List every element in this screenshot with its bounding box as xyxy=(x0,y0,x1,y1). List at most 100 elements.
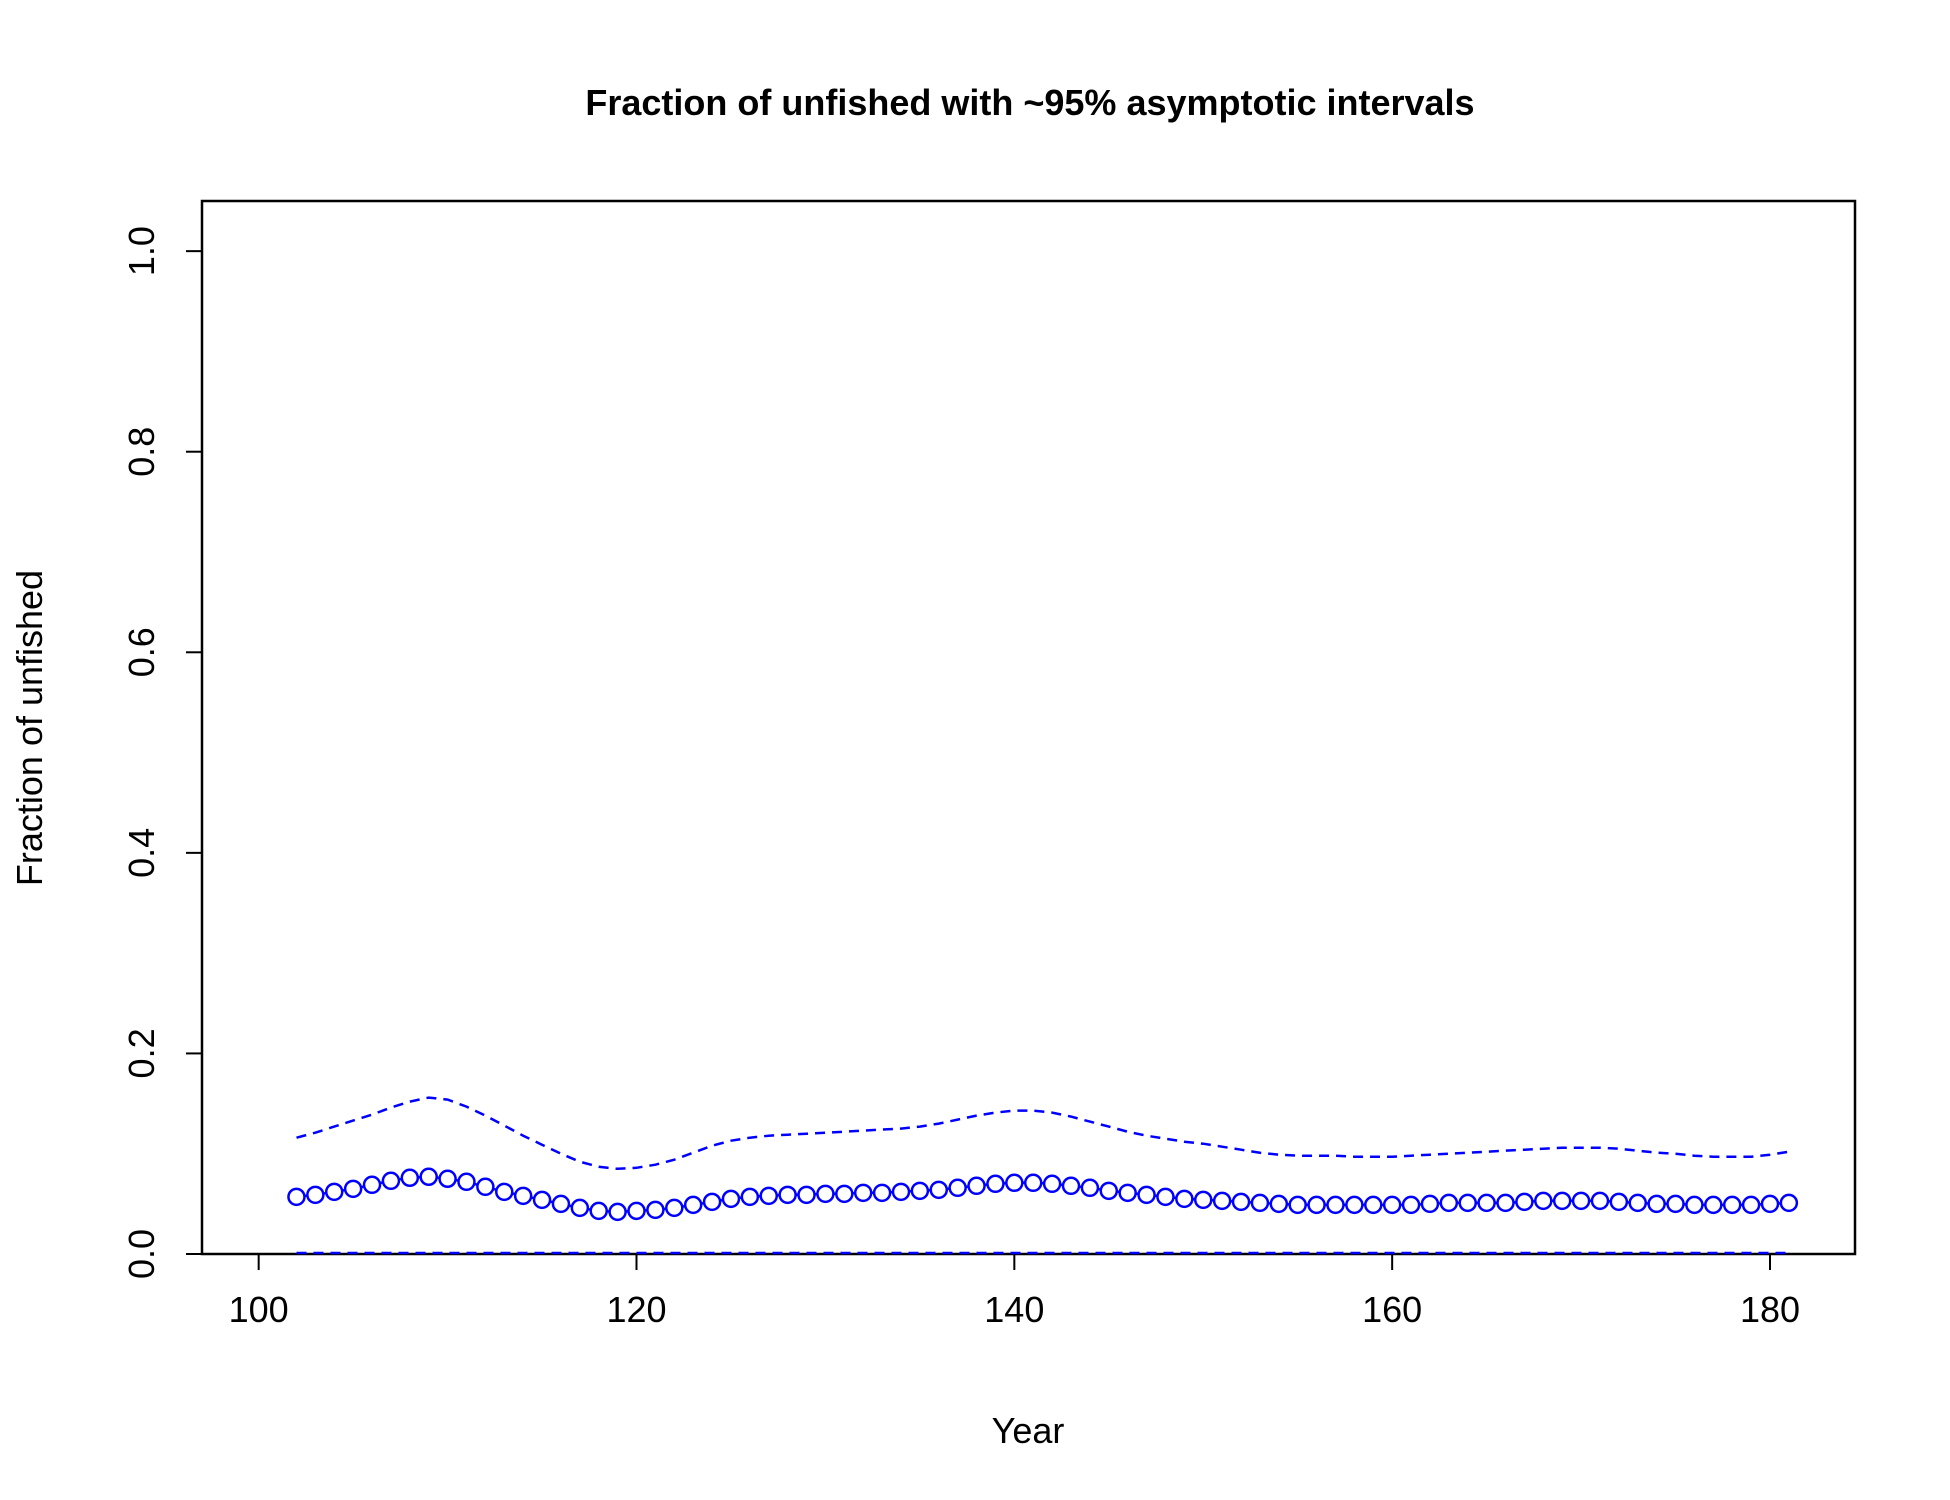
data-point xyxy=(343,1179,363,1199)
y-tick-label: 0.6 xyxy=(121,627,162,677)
data-point xyxy=(495,1182,514,1202)
y-axis-label: Fraction of unfished xyxy=(9,570,50,886)
data-point xyxy=(551,1194,571,1214)
data-point xyxy=(1439,1193,1459,1213)
data-point xyxy=(835,1184,854,1204)
x-tick-label: 100 xyxy=(229,1289,289,1330)
y-axis: 0.0 0.2 0.4 0.6 0.8 1.0 xyxy=(121,226,203,1279)
data-point xyxy=(910,1181,930,1201)
data-point xyxy=(1666,1194,1685,1214)
data-point xyxy=(1288,1195,1307,1215)
data-point xyxy=(1552,1191,1572,1211)
data-point xyxy=(608,1202,627,1222)
data-point xyxy=(797,1185,816,1205)
data-point xyxy=(1722,1195,1742,1215)
data-point xyxy=(1401,1195,1421,1215)
data-point xyxy=(1080,1178,1100,1198)
data-point xyxy=(1382,1195,1402,1215)
data-point xyxy=(362,1175,382,1195)
data-point xyxy=(1307,1195,1326,1215)
y-tick-label: 1.0 xyxy=(121,226,162,276)
data-point xyxy=(513,1186,533,1206)
data-point xyxy=(306,1185,325,1205)
data-point xyxy=(816,1184,835,1204)
data-point xyxy=(1647,1194,1666,1214)
data-point xyxy=(457,1172,476,1192)
data-point xyxy=(1061,1176,1081,1196)
data-point xyxy=(1326,1195,1345,1215)
data-point xyxy=(438,1169,457,1189)
data-point xyxy=(1193,1190,1213,1210)
data-point xyxy=(1477,1193,1496,1213)
data-point xyxy=(627,1201,646,1221)
data-point xyxy=(721,1189,741,1209)
data-point xyxy=(1515,1192,1534,1212)
data-point xyxy=(1590,1191,1610,1211)
x-tick-label: 140 xyxy=(984,1289,1044,1330)
data-point xyxy=(287,1187,306,1207)
data-point xyxy=(1741,1195,1761,1215)
data-point xyxy=(400,1168,420,1188)
data-point xyxy=(1534,1191,1553,1211)
y-tick-label: 0.4 xyxy=(121,828,162,878)
y-tick-label: 0.8 xyxy=(121,427,162,477)
data-point xyxy=(589,1201,608,1221)
chart-title: Fraction of unfished with ~95% asymptoti… xyxy=(585,82,1474,123)
data-point xyxy=(853,1183,873,1203)
data-point xyxy=(1175,1189,1194,1209)
data-point xyxy=(929,1180,949,1200)
data-point xyxy=(1156,1187,1175,1207)
data-point xyxy=(646,1200,665,1220)
x-axis: 100 120 140 160 180 xyxy=(229,1253,1800,1330)
x-tick-label: 180 xyxy=(1740,1289,1800,1330)
x-tick-label: 160 xyxy=(1362,1289,1422,1330)
data-point xyxy=(1212,1191,1232,1211)
data-point xyxy=(1496,1193,1515,1213)
data-point xyxy=(1345,1195,1364,1215)
data-point xyxy=(967,1176,986,1196)
data-point xyxy=(740,1187,760,1207)
data-point xyxy=(1042,1174,1062,1194)
data-point xyxy=(759,1186,778,1206)
series-layer xyxy=(287,1096,1799,1255)
data-point xyxy=(665,1198,684,1218)
data-point xyxy=(1420,1194,1440,1214)
data-point xyxy=(1269,1194,1289,1214)
data-point xyxy=(1609,1192,1629,1212)
data-point xyxy=(1005,1173,1024,1193)
data-point xyxy=(872,1183,892,1203)
data-point xyxy=(702,1192,722,1212)
data-point xyxy=(683,1195,703,1215)
x-tick-label: 120 xyxy=(606,1289,666,1330)
series-line-upper-interval xyxy=(296,1096,1790,1171)
data-point xyxy=(1704,1195,1723,1215)
data-point xyxy=(419,1167,438,1187)
data-point xyxy=(324,1182,344,1202)
data-point xyxy=(1571,1191,1591,1211)
data-point xyxy=(891,1182,911,1202)
data-point xyxy=(570,1198,590,1218)
data-point xyxy=(1023,1173,1043,1193)
y-tick-label: 0.2 xyxy=(121,1028,162,1078)
data-point xyxy=(532,1190,552,1210)
data-point xyxy=(778,1185,797,1205)
data-point xyxy=(1760,1194,1780,1214)
y-tick-label: 0.0 xyxy=(121,1229,162,1279)
data-point xyxy=(476,1177,495,1197)
data-point xyxy=(1364,1195,1383,1215)
data-point xyxy=(1628,1193,1647,1213)
data-point xyxy=(1099,1181,1119,1201)
data-point xyxy=(1779,1193,1799,1213)
data-point xyxy=(1137,1185,1156,1205)
data-point xyxy=(1231,1192,1251,1212)
data-point xyxy=(948,1178,967,1198)
data-point xyxy=(1250,1193,1270,1213)
x-axis-label: Year xyxy=(992,1410,1065,1451)
data-point xyxy=(986,1174,1005,1194)
data-point xyxy=(381,1171,401,1191)
data-point xyxy=(1458,1193,1477,1213)
data-point xyxy=(1118,1183,1137,1203)
data-point xyxy=(1685,1195,1704,1215)
